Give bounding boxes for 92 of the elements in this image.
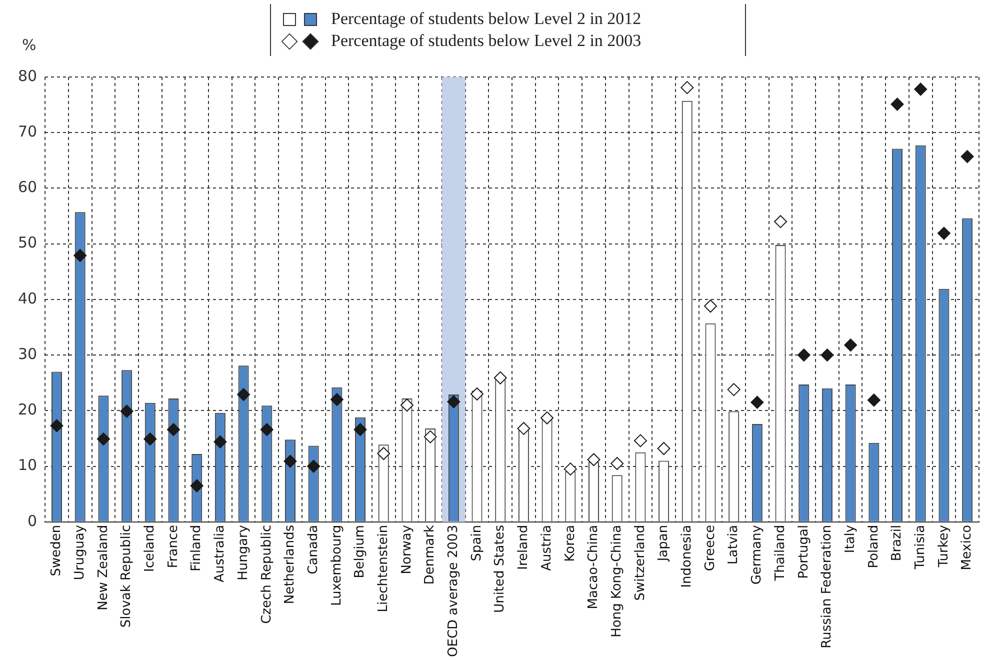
y-tick-label: 60 (18, 178, 38, 196)
y-tick-label: 20 (18, 400, 38, 419)
y-tick-label: 50 (18, 234, 38, 252)
point (704, 300, 717, 313)
x-tick-label: Luxembourg (329, 524, 344, 606)
y-axis-title: % (22, 36, 36, 54)
point (96, 432, 110, 446)
point (190, 479, 204, 492)
x-tick-label: Ireland (516, 524, 532, 570)
x-tick-label: Mexico (960, 524, 975, 570)
x-tick-label: New Zealand (96, 524, 111, 610)
legend-label: Percentage of students below Level 2 in 2012 (331, 9, 642, 29)
x-tick-label: Tunisia (912, 524, 928, 570)
point (400, 398, 414, 412)
point (797, 348, 810, 362)
x-tick-label: Latvia (726, 524, 742, 564)
point (144, 432, 157, 446)
x-tick-label: Poland (866, 524, 882, 568)
x-tick-label: Liechtenstein (376, 524, 391, 612)
y-tick-label: 40 (18, 289, 38, 308)
y-tick-label: 10 (18, 456, 38, 474)
x-tick-label: Japan (656, 524, 672, 562)
point (540, 411, 554, 424)
x-tick-label: United States (492, 524, 508, 613)
y-tick-label: 80 (18, 66, 38, 85)
x-tick-label: Macao-China (586, 524, 602, 610)
point (284, 454, 297, 468)
point (680, 81, 694, 94)
x-tick-label: Turkey (936, 524, 952, 568)
point (820, 348, 834, 362)
x-tick-label: Netherlands (282, 524, 298, 604)
point (937, 226, 950, 240)
point (774, 215, 788, 228)
point (377, 446, 390, 460)
point (74, 249, 87, 262)
point (587, 453, 600, 466)
x-tick-label: Greece (702, 524, 718, 572)
point (447, 395, 460, 408)
point (424, 430, 437, 444)
x-tick-label: Denmark (422, 524, 438, 585)
point (634, 434, 647, 448)
point (120, 404, 134, 418)
x-tick-label: Hungary (236, 524, 251, 580)
x-tick-label: France (166, 524, 181, 568)
x-tick-label: Spain (469, 524, 484, 562)
x-tick-label: Brazil (890, 524, 905, 562)
x-tick-label: OECD average 2003 (446, 524, 462, 658)
point (517, 422, 530, 435)
x-tick-label: Switzerland (632, 524, 648, 601)
legend-label: Percentage of students below Level 2 in 2003 (331, 31, 642, 51)
point (167, 423, 180, 436)
point (307, 460, 320, 473)
point (914, 82, 928, 96)
x-tick-label: Germany (750, 524, 765, 585)
point (214, 435, 227, 448)
point (844, 338, 858, 352)
point (237, 388, 250, 402)
x-tick-label: Portugal (796, 524, 812, 579)
x-tick-label: Norway (399, 524, 414, 574)
x-tick-label: Italy (842, 524, 858, 554)
x-tick-label: Slovak Republic (119, 524, 134, 628)
x-tick-label: Australia (212, 524, 228, 582)
point (657, 442, 670, 455)
point (564, 462, 577, 476)
point (50, 419, 64, 432)
x-tick-label: Iceland (142, 524, 158, 572)
x-tick-label: Austria (539, 524, 554, 571)
x-tick-label: Indonesia (680, 524, 695, 588)
x-tick-label: Sweden (49, 524, 64, 576)
point (354, 423, 367, 436)
x-tick-label: Canada (306, 524, 321, 574)
x-tick-label: Hong Kong-China (609, 524, 624, 638)
x-tick-label: Korea (562, 524, 578, 562)
point (610, 457, 624, 470)
point (750, 396, 764, 409)
x-tick-label: Belgium (352, 524, 368, 578)
point (727, 383, 740, 396)
y-tick-label: 30 (18, 344, 38, 363)
x-tick-label: Thailand (772, 524, 788, 582)
point (867, 394, 880, 407)
point (470, 387, 484, 400)
point (494, 371, 507, 384)
x-tick-label: Uruguay (72, 524, 88, 580)
x-tick-label: Finland (189, 524, 204, 572)
x-tick-label: Czech Republic (259, 524, 274, 624)
point (890, 98, 904, 111)
x-tick-label: Russian Federation (820, 524, 835, 648)
point (960, 150, 974, 164)
point (330, 393, 344, 406)
y-tick-label: 0 (28, 512, 38, 530)
y-tick-label: 70 (18, 122, 38, 141)
point (260, 423, 274, 436)
